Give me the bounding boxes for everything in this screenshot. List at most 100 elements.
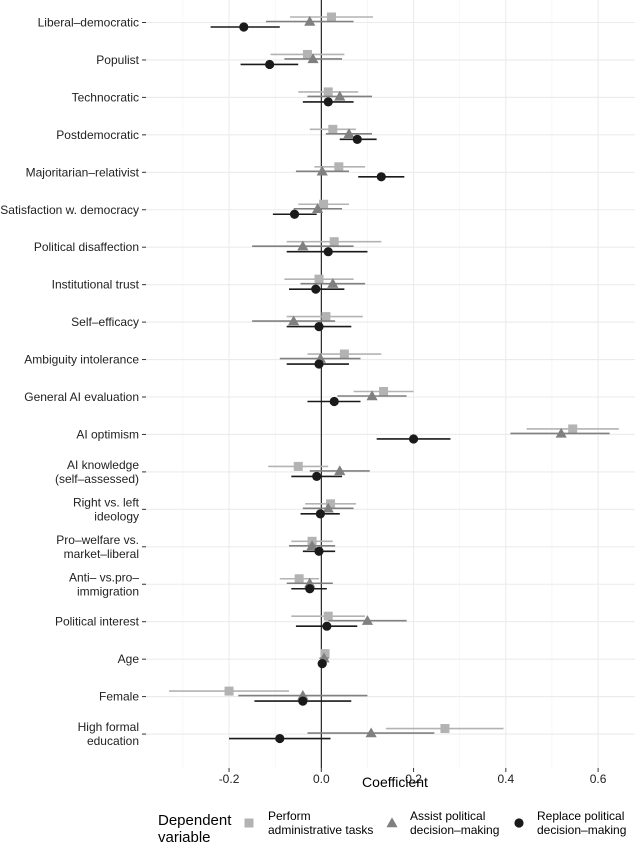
y-tick-label-line: Pro–welfare vs. (56, 533, 139, 547)
point-replace (265, 59, 275, 70)
y-tick-label: Political interest (55, 615, 140, 629)
x-axis-title: Coefficient (362, 774, 428, 790)
y-tick-label: High formal education (78, 720, 139, 748)
point-assist (334, 465, 346, 476)
legend-key-replace (514, 818, 524, 828)
y-tick-label: Populist (96, 53, 139, 67)
y-tick-label: Anti– vs.pro– immigration (69, 570, 139, 598)
legend: Dependent variable Perform administrative t… (158, 809, 626, 846)
point-replace (314, 546, 324, 556)
y-tick-label-line: Populist (96, 53, 139, 67)
y-tick-label: Liberal–democratic (38, 16, 139, 30)
y-tick-label-line: immigration (77, 584, 139, 598)
y-tick-label: Postdemocratic (56, 128, 139, 142)
legend-title: Dependent variable (158, 812, 232, 846)
y-tick-label: Age (118, 652, 140, 666)
point-replace (239, 22, 249, 32)
legend-label-line: decision–making (537, 823, 626, 837)
grid-major (146, 0, 635, 768)
y-tick-label-line: Postdemocratic (56, 128, 139, 142)
point-assist (366, 390, 378, 401)
point-admin (302, 49, 312, 59)
series-assist (238, 15, 610, 738)
point-replace (376, 172, 386, 182)
y-tick-label-line: Institutional trust (52, 278, 140, 292)
x-tick-label: -0.2 (219, 772, 240, 786)
x-tick-label: 0.6 (590, 772, 607, 786)
point-assist (297, 690, 309, 700)
point-replace (305, 584, 315, 594)
point-replace (329, 396, 339, 407)
point-replace (322, 621, 332, 631)
point-admin (326, 499, 336, 509)
legend-key-admin (244, 818, 254, 828)
y-tick-label: Institutional trust (52, 278, 140, 292)
y-tick-label: Satisfaction w. democracy (0, 203, 139, 217)
point-admin (314, 274, 324, 284)
y-tick-label-line: Political interest (55, 615, 140, 629)
y-tick-label: Female (99, 690, 139, 704)
y-tick-label-line: Liberal–democratic (38, 16, 139, 30)
point-replace (323, 247, 333, 257)
y-tick-label-line: market–liberal (64, 547, 139, 561)
point-assist (288, 315, 300, 326)
point-replace (352, 134, 362, 144)
point-assist (322, 502, 334, 513)
y-tick-label-line: Majoritarian–relativist (26, 165, 140, 179)
y-tick-label-line: Age (118, 652, 140, 666)
y-tick-label-line: Female (99, 690, 139, 704)
legend-label-line: Perform (268, 809, 311, 823)
point-replace (408, 434, 419, 444)
y-tick-label: General AI evaluation (24, 390, 139, 404)
series-admin (169, 12, 619, 734)
legend-label-line: decision–making (410, 823, 499, 837)
point-assist (304, 15, 316, 26)
point-assist (555, 427, 567, 438)
y-tick-label-line: High formal (78, 720, 139, 734)
y-tick-label-line: General AI evaluation (24, 390, 139, 404)
point-replace (298, 696, 308, 706)
point-assist (361, 615, 374, 625)
point-admin (293, 461, 303, 471)
point-admin (379, 387, 389, 396)
y-tick-label-line: Ambiguity intolerance (24, 353, 139, 367)
point-admin (323, 611, 333, 621)
y-tick-label: Ambiguity intolerance (24, 353, 139, 367)
point-assist (304, 577, 316, 588)
y-tick-label-line: education (87, 734, 139, 748)
legend-label: Replace political decision–making (537, 809, 626, 837)
y-tick-label: Majoritarian–relativist (26, 165, 140, 179)
point-replace (275, 733, 285, 744)
point-replace (315, 509, 325, 519)
point-replace (314, 322, 324, 332)
x-tick-label: 0.4 (497, 772, 514, 786)
y-tick-label-line: Satisfaction w. democracy (0, 203, 139, 217)
point-replace (289, 209, 300, 219)
series-replace (210, 22, 451, 744)
y-tick-label-line: Right vs. left (73, 495, 140, 509)
point-replace (323, 97, 333, 107)
point-assist (297, 240, 309, 251)
point-assist (343, 128, 355, 139)
point-assist (327, 278, 339, 288)
point-replace (317, 659, 327, 669)
point-replace (312, 471, 322, 481)
legend-label: Perform administrative tasks (268, 809, 373, 837)
point-assist (312, 203, 324, 213)
point-admin (320, 649, 330, 659)
point-assist (316, 165, 328, 176)
point-admin (334, 162, 344, 172)
y-axis-labels: Liberal–democratic Populist Technocratic Po… (0, 16, 146, 748)
point-admin (323, 87, 333, 97)
point-admin (224, 686, 234, 696)
point-assist (307, 53, 319, 64)
point-admin (339, 349, 349, 359)
point-replace (311, 284, 321, 294)
legend-entry-admin: Perform administrative tasks (244, 809, 373, 837)
point-admin (328, 124, 338, 134)
y-tick-label: Right vs. left ideology (73, 495, 140, 523)
y-tick-label-line: Self–efficacy (71, 315, 139, 329)
point-admin (326, 12, 336, 22)
y-tick-label-line: AI knowledge (67, 458, 139, 472)
